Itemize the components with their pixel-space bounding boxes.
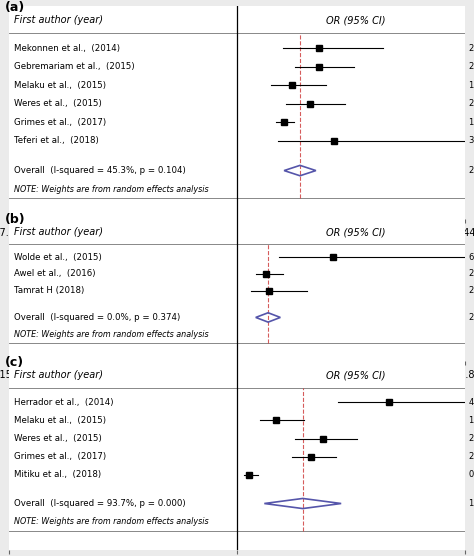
Text: Teferi et al.,  (2018): Teferi et al., (2018) [14, 136, 99, 146]
Text: 2.69 (1.51, 4.79): 2.69 (1.51, 4.79) [469, 44, 474, 53]
Text: NOTE: Weights are from random effects analysis: NOTE: Weights are from random effects an… [14, 330, 209, 339]
Text: 4.11 (2.74, 6.16): 4.11 (2.74, 6.16) [469, 398, 474, 407]
Text: First author (year): First author (year) [14, 16, 103, 26]
Text: First author (year): First author (year) [14, 227, 103, 237]
Text: Mitiku et al.,  (2018): Mitiku et al., (2018) [14, 470, 101, 479]
Text: 2.16 (1.30, 3.01): 2.16 (1.30, 3.01) [469, 313, 474, 322]
Text: 2.69 (1.89, 3.83): 2.69 (1.89, 3.83) [469, 62, 474, 71]
Text: Melaku et al.,  (2015): Melaku et al., (2015) [14, 81, 106, 90]
Text: 1.54 (1.26, 1.87): 1.54 (1.26, 1.87) [469, 118, 474, 127]
Text: 0.32 (0.18, 0.57): 0.32 (0.18, 0.57) [469, 470, 474, 479]
Text: Melaku et al.,  (2015): Melaku et al., (2015) [14, 416, 106, 425]
Text: 2.21 (1.00, 4.88): 2.21 (1.00, 4.88) [469, 286, 474, 295]
Text: Wolde et al.,  (2015): Wolde et al., (2015) [14, 253, 102, 262]
Text: Gebremariam et al.,  (2015): Gebremariam et al., (2015) [14, 62, 135, 71]
Text: Herrador et al.,  (2014): Herrador et al., (2014) [14, 398, 114, 407]
Text: First author (year): First author (year) [14, 370, 103, 380]
Text: Awel et al.,  (2016): Awel et al., (2016) [14, 270, 96, 279]
Text: 1.78 (0.74, 2.82): 1.78 (0.74, 2.82) [469, 499, 474, 508]
Text: 1.79 (1.11, 2.91): 1.79 (1.11, 2.91) [469, 81, 474, 90]
Text: 2.06 (1.54, 2.58): 2.06 (1.54, 2.58) [469, 166, 474, 175]
Text: 2.32 (1.56, 3.26): 2.32 (1.56, 3.26) [469, 434, 474, 443]
Text: Overall  (I-squared = 0.0%, p = 0.374): Overall (I-squared = 0.0%, p = 0.374) [14, 313, 180, 322]
Text: (a): (a) [5, 1, 25, 14]
Text: OR (95% CI): OR (95% CI) [326, 370, 385, 380]
Text: (b): (b) [5, 214, 26, 226]
Text: NOTE: Weights are from random effects analysis: NOTE: Weights are from random effects an… [14, 517, 209, 526]
Text: 2.38 (1.59, 3.54): 2.38 (1.59, 3.54) [469, 100, 474, 108]
Text: OR (95% CI): OR (95% CI) [326, 16, 385, 26]
Text: Grimes et al.,  (2017): Grimes et al., (2017) [14, 118, 106, 127]
Text: Overall  (I-squared = 93.7%, p = 0.000): Overall (I-squared = 93.7%, p = 0.000) [14, 499, 186, 508]
Text: OR (95% CI): OR (95% CI) [326, 227, 385, 237]
Text: (c): (c) [5, 356, 24, 369]
Text: 1.06 (0.62, 1.81): 1.06 (0.62, 1.81) [469, 416, 474, 425]
Text: 2.04 (1.29, 3.22): 2.04 (1.29, 3.22) [469, 270, 474, 279]
Text: Mekonnen et al.,  (2014): Mekonnen et al., (2014) [14, 44, 120, 53]
Text: NOTE: Weights are from random effects analysis: NOTE: Weights are from random effects an… [14, 185, 209, 193]
Text: Weres et al.,  (2015): Weres et al., (2015) [14, 434, 102, 443]
Text: Overall  (I-squared = 45.3%, p = 0.104): Overall (I-squared = 45.3%, p = 0.104) [14, 166, 186, 175]
Text: Weres et al.,  (2015): Weres et al., (2015) [14, 100, 102, 108]
Text: 2.00 (1.49, 2.68): 2.00 (1.49, 2.68) [469, 452, 474, 461]
Text: Tamrat H (2018): Tamrat H (2018) [14, 286, 84, 295]
Text: Grimes et al.,  (2017): Grimes et al., (2017) [14, 452, 106, 461]
Text: 6.70 (2.90, 15.80): 6.70 (2.90, 15.80) [469, 253, 474, 262]
Text: 3.17 (1.35, 7.44): 3.17 (1.35, 7.44) [469, 136, 474, 146]
